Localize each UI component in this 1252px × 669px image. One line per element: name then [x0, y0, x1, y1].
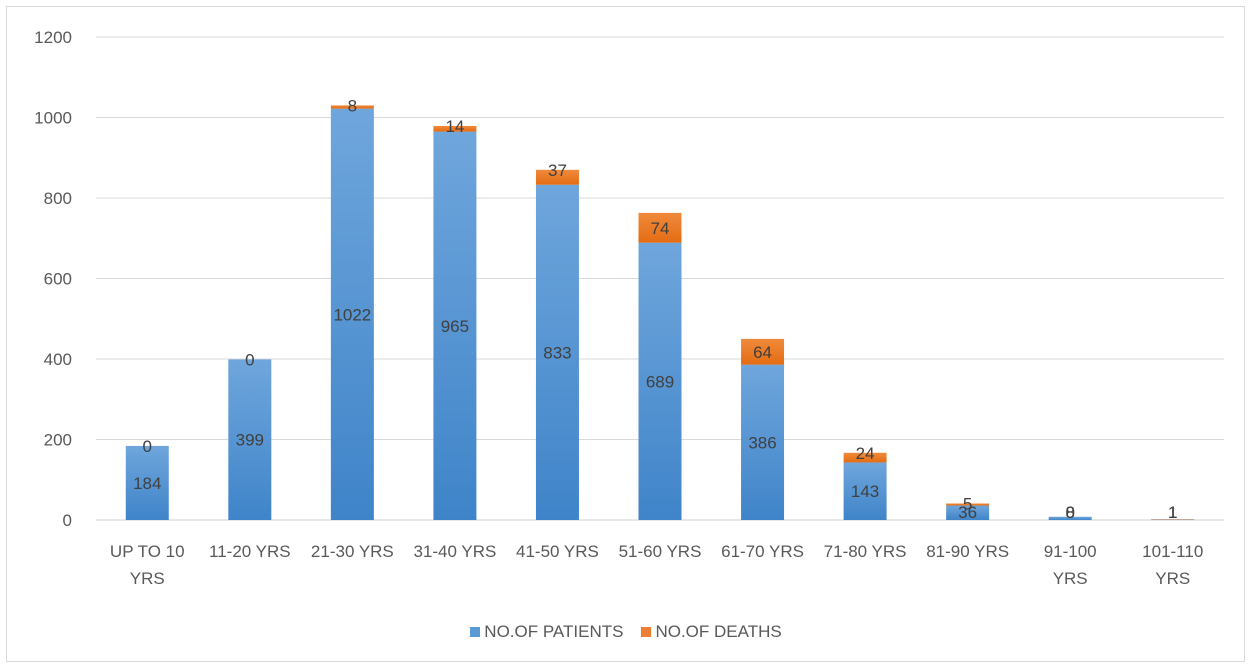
data-label-patients: 1	[1168, 503, 1177, 522]
x-tick-label: 61-70 YRS	[721, 542, 804, 561]
x-tick-label: YRS	[1155, 569, 1190, 588]
data-label-patients: 143	[851, 482, 879, 501]
data-label-deaths: 0	[245, 350, 254, 369]
x-tick-label: YRS	[130, 569, 165, 588]
data-label-deaths: 8	[348, 96, 357, 115]
bar-patients	[535, 184, 579, 520]
x-axis: UP TO 10 YRS 11-20 YRS 21-30 YRS 31-40 YRS 41…	[110, 542, 1203, 588]
x-tick-label: UP TO 10	[110, 542, 185, 561]
x-tick-label: 21-30 YRS	[311, 542, 394, 561]
legend-swatch-patients	[470, 627, 481, 637]
data-label-patients: 965	[441, 317, 469, 336]
x-tick-label: YRS	[1053, 569, 1088, 588]
bar-patients	[638, 242, 682, 521]
bar-deaths	[535, 169, 579, 185]
legend-item-deaths: NO.OF DEATHS	[641, 622, 782, 642]
bar-deaths	[638, 212, 682, 243]
legend: NO.OF PATIENTS NO.OF DEATHS	[0, 622, 1252, 642]
bar-patients	[330, 108, 374, 521]
x-tick-label: 101-110	[1142, 542, 1203, 561]
x-tick-label: 51-60 YRS	[619, 542, 702, 561]
data-label-patients: 1022	[333, 305, 371, 324]
data-label-deaths: 1	[1168, 503, 1177, 522]
data-label-deaths: 14	[445, 117, 464, 136]
data-label-deaths: 5	[963, 494, 972, 513]
data-label-deaths: 0	[143, 437, 152, 456]
bars	[125, 105, 1195, 521]
bar-deaths	[843, 452, 887, 463]
chart-frame	[6, 6, 1245, 662]
data-label-patients: 36	[958, 503, 977, 522]
data-label-patients: 399	[236, 431, 264, 450]
data-label-patients: 184	[133, 474, 161, 493]
x-tick-label: 11-20 YRS	[209, 542, 291, 561]
bar-patients	[946, 505, 990, 520]
bar-deaths	[741, 338, 785, 365]
x-tick-label: 91-100	[1044, 542, 1097, 561]
bar-patients	[433, 131, 477, 520]
bar-patients	[1048, 516, 1092, 520]
bar-deaths	[946, 503, 990, 506]
x-tick-label: 41-50 YRS	[516, 542, 599, 561]
y-tick-label: 1200	[34, 28, 72, 47]
bar-patients	[741, 364, 785, 520]
y-tick-label: 800	[44, 189, 72, 208]
data-label-patients: 8	[1065, 503, 1074, 522]
data-label-deaths: 64	[753, 343, 772, 362]
y-tick-label: 1000	[34, 109, 72, 128]
legend-label-patients: NO.OF PATIENTS	[484, 622, 624, 641]
bar-deaths	[330, 105, 374, 109]
y-axis: 0 200 400 600 800 1000 1200	[34, 28, 72, 530]
bar-deaths	[433, 125, 477, 132]
x-tick-label: 71-80 YRS	[824, 542, 907, 561]
x-tick-label: 31-40 YRS	[413, 542, 496, 561]
x-tick-label: 81-90 YRS	[926, 542, 1009, 561]
bar-patients	[228, 359, 272, 520]
data-label-deaths: 24	[856, 444, 875, 463]
bar-patients	[843, 462, 887, 520]
legend-swatch-deaths	[641, 627, 652, 637]
legend-label-deaths: NO.OF DEATHS	[655, 622, 782, 641]
data-label-deaths: 0	[1065, 503, 1074, 522]
data-label-patients: 689	[646, 372, 674, 391]
y-tick-label: 400	[44, 350, 72, 369]
data-label-patients: 386	[748, 433, 776, 452]
data-label-deaths: 37	[548, 161, 567, 180]
data-labels: 184 0 399 0 1022 8 965 14 833 37 689 74 386 64 143 24 36…	[133, 96, 1177, 522]
legend-item-patients: NO.OF PATIENTS	[470, 622, 623, 642]
y-tick-label: 600	[44, 270, 72, 289]
gridlines	[96, 36, 1224, 521]
data-label-deaths: 74	[651, 219, 670, 238]
y-tick-label: 200	[44, 431, 72, 450]
bar-patients	[125, 445, 169, 520]
data-label-patients: 833	[543, 343, 571, 362]
y-tick-label: 0	[63, 511, 72, 530]
